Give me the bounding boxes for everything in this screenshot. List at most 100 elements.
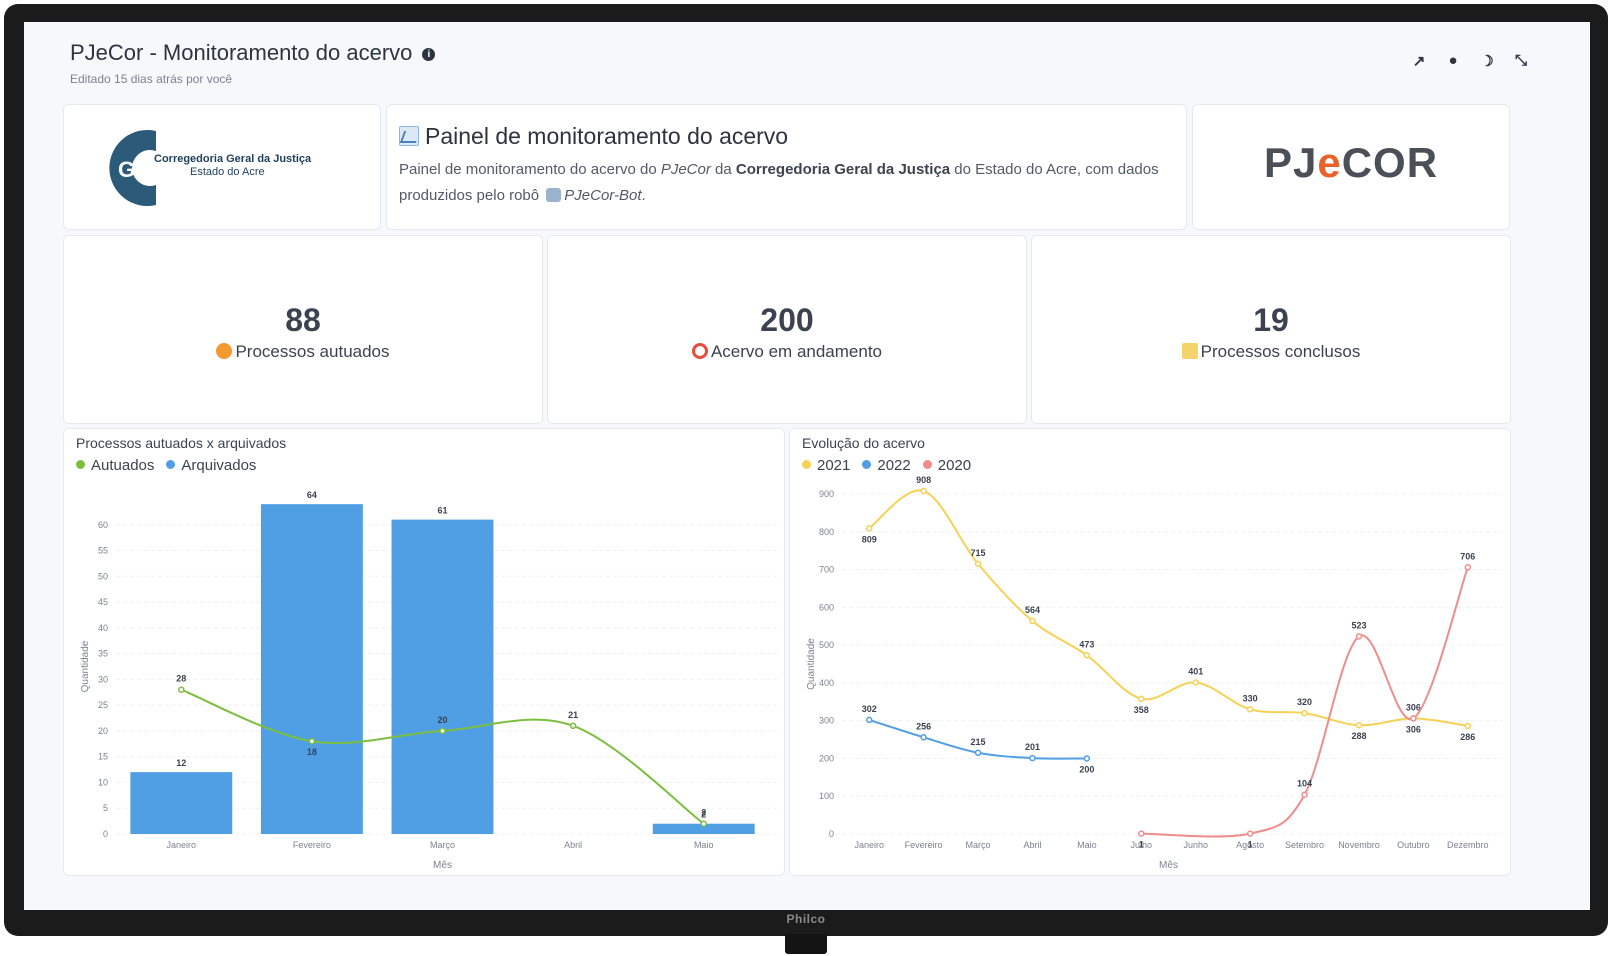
chart-card-autuados-arquivados[interactable]: Processos autuados x arquivados Autuados… [63,428,785,876]
data-label: 302 [862,704,877,714]
cgj-logo: GJ [109,130,156,206]
dashboard-title-text: PJeCor - Monitoramento do acervo [70,40,413,65]
clock-icon[interactable]: ● [1448,52,1458,69]
legend-item-arquivados[interactable]: Arquivados [166,457,256,474]
tv-stand [785,934,827,954]
y-tick-label: 20 [98,726,108,736]
alarm-clock-icon [691,343,708,359]
data-point [1138,695,1145,703]
data-label: 320 [1297,697,1312,707]
data-point [1192,679,1199,686]
data-point [1083,652,1091,659]
data-label: 1 [1248,840,1253,850]
data-label: 18 [307,747,317,757]
y-tick-label: 60 [98,520,108,530]
y-tick-label: 900 [819,489,834,499]
data-point [1464,564,1472,571]
kpi-label: Processos autuados [64,342,542,362]
y-tick-label: 400 [819,678,834,688]
y-tick-label: 600 [819,602,834,612]
data-point [1464,722,1472,730]
x-axis-label: Mês [433,860,452,871]
pjecor-logo: PJeCOR [1193,139,1509,187]
x-tick-label: Janeiro [167,840,197,850]
data-point [1246,706,1254,713]
legend-item-2020[interactable]: 2020 [922,457,971,474]
pjecor-logo-cor: COR [1341,139,1439,186]
y-tick-label: 800 [819,527,834,537]
expand-icon[interactable]: ↗ [1412,53,1426,70]
bar-data-label: 2 [701,810,706,820]
bar-data-label: 64 [307,490,317,500]
bar [260,504,363,834]
y-axis-label: Quantidade [80,640,91,692]
intro-title: Painel de monitoramento do acervo [399,123,788,150]
x-axis-label: Mês [1159,860,1178,871]
fullscreen-icon[interactable]: ⤡ [1514,52,1527,69]
data-label: 1 [1139,840,1144,850]
data-label: 523 [1351,620,1366,630]
intro-text-bot: PJeCor-Bot [564,187,642,204]
chart-card-evolucao[interactable]: Evolução do acervo 2021 2022 2020 0 100 20… [789,428,1511,876]
bar-line-chart: 0 5 10 15 20 25 30 35 40 45 50 55 60 Janeiro Fevereiro… [80,490,777,871]
kpi-label-text: Acervo em andamento [710,342,883,361]
intro-text-5: do Estado do Acre, com dados produzidos … [399,161,1159,204]
y-tick-label: 35 [98,649,108,659]
data-label: 706 [1460,551,1475,561]
data-point [1355,721,1363,729]
data-label: 200 [1079,764,1094,774]
data-label: 2 [701,808,706,818]
bar [652,823,755,834]
data-point [1301,709,1308,717]
memo-icon [1181,343,1198,359]
x-tick-label: Dezembro [1447,840,1489,850]
data-point [1301,791,1308,798]
intro-title-text: Painel de monitoramento do acervo [425,123,789,149]
x-tick-label: Abril [1023,840,1041,850]
data-label: 564 [1025,605,1040,615]
intro-text-3: da [710,161,736,178]
y-tick-label: 300 [819,716,834,726]
data-label: 306 [1406,702,1421,712]
info-icon[interactable]: i [422,48,436,61]
x-tick-label: Novembro [1338,840,1380,850]
dashboard-title: PJeCor - Monitoramento do acervo i [70,40,436,66]
fire-icon [216,343,233,359]
kpi-card-conclusos[interactable]: 19 Processos conclusos [1031,235,1511,424]
moon-icon[interactable]: ☽ [1480,53,1494,70]
data-point [1410,715,1417,722]
kpi-card-autuados[interactable]: 88 Processos autuados [63,235,543,424]
y-tick-label: 100 [819,791,834,801]
x-tick-label: Março [430,840,455,850]
data-label: 473 [1079,639,1094,649]
intro-text-1: Painel de monitoramento do acervo do [399,161,661,178]
y-tick-label: 45 [98,597,108,607]
kpi-label: Processos conclusos [1032,342,1510,362]
data-label: 20 [437,715,447,725]
data-label: 21 [568,710,578,720]
data-label: 908 [916,475,931,485]
data-point [439,727,446,735]
y-tick-label: 5 [103,803,108,813]
y-tick-label: 0 [829,829,834,839]
data-point [920,734,927,741]
robot-icon [546,188,562,202]
x-tick-label: Março [966,840,991,850]
legend-item-autuados[interactable]: Autuados [76,457,154,474]
y-tick-label: 15 [98,752,108,762]
y-tick-label: 40 [98,623,108,633]
data-point [974,560,982,568]
legend-item-2021[interactable]: 2021 [802,457,850,474]
y-tick-label: 50 [98,571,108,581]
data-label: 286 [1460,732,1475,742]
kpi-card-acervo[interactable]: 200 Acervo em andamento [547,235,1027,424]
data-label: 28 [176,674,186,684]
chart-title: Processos autuados x arquivados [76,435,287,451]
data-label: 715 [971,548,986,558]
x-tick-label: Maio [694,840,714,850]
tv-bezel: PJeCor - Monitoramento do acervo i Editad… [4,4,1608,936]
bar-data-label: 61 [437,506,447,516]
cgj-logo-line1: Corregedoria Geral da Justiça [154,153,312,165]
bar-data-label: 12 [176,758,186,768]
legend-item-2022[interactable]: 2022 [862,457,911,474]
